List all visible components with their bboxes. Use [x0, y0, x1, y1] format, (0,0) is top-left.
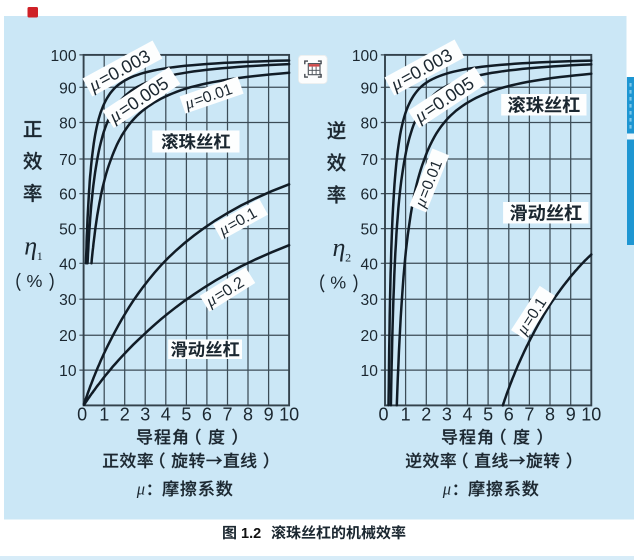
- svg-text:100: 100: [50, 48, 76, 65]
- svg-text:20: 20: [59, 328, 77, 345]
- svg-text:30: 30: [59, 292, 77, 309]
- svg-text:4: 4: [462, 405, 472, 425]
- svg-text:η: η: [24, 232, 37, 261]
- svg-text:50: 50: [361, 222, 379, 239]
- svg-text:20: 20: [361, 328, 379, 345]
- svg-text:1: 1: [401, 405, 411, 425]
- svg-text:2: 2: [120, 405, 130, 425]
- svg-text:%: %: [330, 273, 346, 293]
- svg-text:3: 3: [442, 405, 452, 425]
- svg-text:8: 8: [243, 405, 253, 425]
- svg-text:7: 7: [524, 405, 534, 425]
- svg-text:30: 30: [361, 292, 379, 309]
- svg-text:μ: μ: [136, 480, 145, 499]
- svg-text:90: 90: [59, 80, 77, 97]
- svg-text:10: 10: [279, 405, 299, 425]
- svg-text:10: 10: [59, 363, 77, 380]
- svg-text:90: 90: [361, 80, 379, 97]
- svg-text:70: 70: [59, 152, 77, 169]
- svg-text:80: 80: [59, 116, 77, 133]
- svg-text:9: 9: [264, 405, 274, 425]
- svg-text:40: 40: [59, 256, 77, 273]
- svg-text:η: η: [333, 233, 346, 262]
- svg-text:1: 1: [99, 405, 109, 425]
- svg-text:80: 80: [361, 116, 379, 133]
- svg-text:6: 6: [504, 405, 514, 425]
- svg-text:4: 4: [161, 405, 171, 425]
- svg-text:100: 100: [352, 48, 378, 65]
- svg-text:8: 8: [545, 405, 555, 425]
- svg-text:50: 50: [59, 222, 77, 239]
- svg-text:0: 0: [378, 405, 388, 425]
- svg-text:5: 5: [483, 405, 493, 425]
- svg-text:%: %: [27, 271, 43, 291]
- svg-text:40: 40: [361, 256, 379, 273]
- svg-text:70: 70: [361, 152, 379, 169]
- svg-text:1: 1: [37, 249, 43, 263]
- svg-text:10: 10: [361, 363, 379, 380]
- svg-text:9: 9: [566, 405, 576, 425]
- svg-text:3: 3: [140, 405, 150, 425]
- svg-text:10: 10: [581, 405, 601, 425]
- svg-text:60: 60: [59, 187, 77, 204]
- svg-text:1.2: 1.2: [241, 526, 261, 542]
- svg-text:60: 60: [361, 187, 379, 204]
- svg-text:2: 2: [421, 405, 431, 425]
- svg-text:5: 5: [181, 405, 191, 425]
- svg-text:6: 6: [202, 405, 212, 425]
- svg-text:μ: μ: [442, 480, 451, 499]
- svg-text:0: 0: [77, 405, 87, 425]
- svg-text:7: 7: [222, 405, 232, 425]
- svg-text:2: 2: [345, 251, 351, 265]
